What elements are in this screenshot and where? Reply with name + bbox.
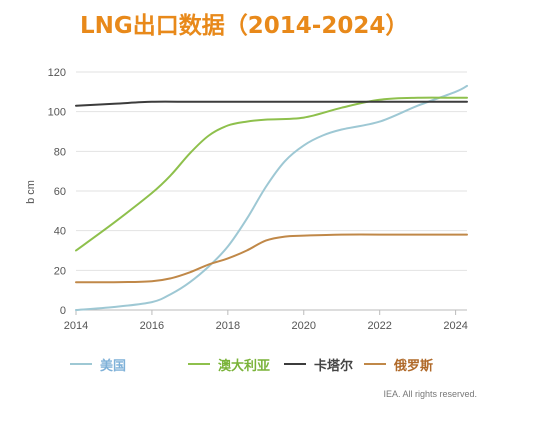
series-layer	[75, 84, 468, 311]
grid-lines	[76, 71, 467, 271]
legend-item-australia: 澳大利亚	[188, 352, 270, 376]
tick-labels: 0 20 40 60 80 100 120 2014 2016 2018 2020 2022 2024	[48, 67, 468, 332]
legend-swatch	[284, 363, 306, 365]
x-tick-label: 2018	[216, 320, 240, 332]
legend-item-russia: 俄罗斯	[364, 352, 433, 376]
series-line-russia	[75, 233, 468, 284]
credit-text: IEA. All rights reserved.	[383, 389, 477, 399]
series-line-australia	[75, 96, 468, 252]
legend-label: 澳大利亚	[218, 358, 271, 374]
y-tick-label: 80	[54, 146, 66, 158]
x-tick-label: 2014	[64, 320, 88, 332]
y-tick-label: 100	[48, 107, 66, 119]
chart-title: LNG出口数据（2014-2024）	[80, 13, 409, 39]
series-line-qatar	[75, 100, 468, 107]
legend-swatch	[70, 363, 92, 365]
x-tick-label: 2020	[292, 320, 316, 332]
legend-label: 卡塔尔	[314, 358, 354, 374]
y-tick-label: 0	[60, 305, 66, 317]
legend-item-qatar: 卡塔尔	[284, 352, 353, 376]
x-tick-label: 2024	[443, 320, 467, 332]
legend-swatch	[364, 363, 386, 365]
legend-item-usa: 美国	[70, 352, 126, 376]
y-tick-label: 120	[48, 67, 66, 79]
axes	[75, 309, 467, 315]
legend: 美国 澳大利亚 卡塔尔 俄罗斯	[70, 352, 530, 376]
y-tick-label: 60	[54, 186, 66, 198]
legend-swatch	[188, 363, 210, 365]
legend-label: 美国	[100, 358, 127, 374]
y-tick-label: 40	[54, 226, 66, 238]
legend-label: 俄罗斯	[394, 358, 434, 374]
y-axis-label: b cm	[25, 180, 37, 204]
x-tick-label: 2022	[367, 320, 391, 332]
y-tick-label: 20	[54, 265, 66, 277]
x-tick-label: 2016	[140, 320, 164, 332]
series-line-usa	[75, 84, 468, 311]
